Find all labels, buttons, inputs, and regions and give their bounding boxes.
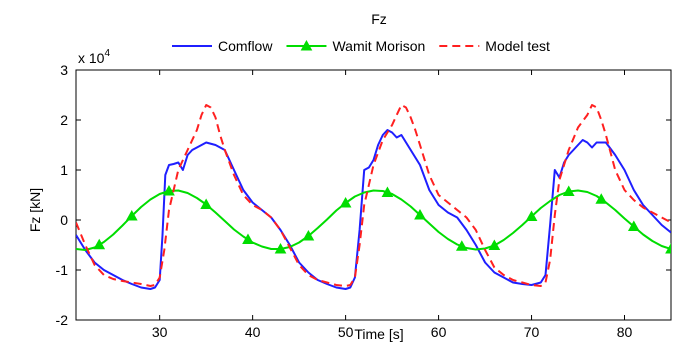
- plot-area: 30 40 50 60 70 80 -2 -1 0 1 2 3: [56, 62, 672, 340]
- chart-title: Fz: [371, 11, 387, 27]
- x-axis-label: Time [s]: [354, 326, 403, 342]
- series-line-comflow: [76, 129, 671, 290]
- series-marker: [525, 210, 538, 221]
- axis-multiplier-base: x 10: [78, 50, 105, 66]
- y-tick-label: -2: [56, 312, 69, 328]
- legend: Comflow Wamit Morison Model test: [172, 38, 550, 54]
- series-marker: [242, 233, 254, 244]
- x-tick-label: 60: [431, 324, 447, 340]
- axis-multiplier: x 104: [78, 48, 110, 66]
- y-tick-label: -1: [56, 262, 69, 278]
- legend-label: Wamit Morison: [332, 38, 425, 54]
- axes-box: [75, 69, 672, 321]
- series-marker: [665, 242, 671, 254]
- y-axis-label: Fz [kN]: [27, 188, 43, 232]
- series-line-model-test: [76, 104, 671, 287]
- legend-item: Model test: [439, 38, 550, 54]
- x-tick-label: 40: [245, 324, 261, 340]
- series-marker: [488, 239, 501, 250]
- y-tick-label: 0: [60, 212, 68, 228]
- series-marker: [274, 242, 287, 254]
- series-marker: [455, 240, 468, 251]
- series-marker: [414, 208, 426, 220]
- legend-item: Wamit Morison: [286, 38, 425, 54]
- legend-label: Model test: [485, 38, 550, 54]
- legend-label: Comflow: [218, 38, 273, 54]
- series-marker: [302, 229, 315, 241]
- series-marker: [93, 238, 106, 250]
- y-tick-label: 3: [60, 62, 68, 78]
- series-marker: [163, 184, 175, 196]
- series-marker: [339, 196, 352, 208]
- legend-marker: [300, 39, 313, 51]
- series-marker: [562, 185, 575, 196]
- x-tick-label: 50: [338, 324, 354, 340]
- axis-multiplier-exponent: 4: [104, 48, 110, 59]
- series-marker: [381, 186, 394, 197]
- series-marker: [595, 193, 608, 204]
- series-marker: [125, 209, 138, 221]
- legend-item: Comflow: [172, 38, 273, 54]
- x-tick-label: 80: [617, 324, 633, 340]
- x-tick-label: 70: [524, 324, 540, 340]
- x-tick-label: 30: [152, 324, 168, 340]
- series-marker: [627, 220, 640, 231]
- series-marker: [200, 198, 213, 209]
- y-tick-label: 2: [60, 112, 68, 128]
- y-tick-label: 1: [60, 162, 68, 178]
- series-group: [76, 104, 671, 290]
